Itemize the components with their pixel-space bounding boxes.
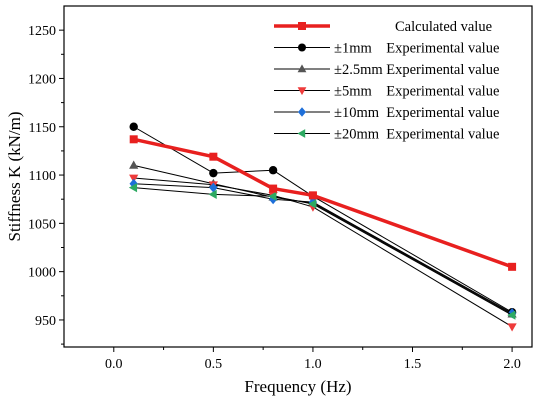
series-line — [133, 183, 513, 314]
marker-circle — [209, 168, 218, 178]
series-group — [128, 122, 517, 332]
marker-triangle-left — [297, 129, 306, 138]
plot-frame — [63, 5, 533, 348]
marker-triangle-left — [308, 199, 317, 209]
marker-circle — [129, 122, 138, 131]
y-tick-label: 1100 — [29, 169, 56, 184]
marker-square — [308, 191, 317, 200]
marker-triangle-up — [297, 64, 307, 73]
legend-group: Calculated value ±1mm Experimental value ±… — [274, 19, 499, 143]
marker-triangle-down — [297, 87, 307, 96]
marker-square — [298, 22, 306, 30]
x-tick-label: 0.0 — [105, 357, 123, 372]
axes-group — [63, 5, 533, 348]
marker-triangle-left — [268, 191, 277, 201]
x-tick-label: 0.5 — [205, 357, 223, 372]
legend-label: ±5mm Experimental value — [334, 84, 499, 100]
y-tick-label: 1250 — [28, 24, 56, 39]
y-tick-label: 1200 — [28, 72, 56, 87]
marker-circle — [268, 166, 278, 175]
marker-circle — [298, 43, 306, 52]
marker-triangle-left — [128, 182, 138, 193]
marker-triangle-up — [129, 160, 139, 169]
y-axis-title: Stiffness K (kN/m) — [5, 111, 24, 241]
x-tick-label: 2.0 — [503, 357, 521, 372]
marker-square — [269, 184, 278, 193]
marker-diamond — [298, 107, 306, 117]
x-tick-label: 1.5 — [404, 357, 422, 372]
x-axis-title: Frequency (Hz) — [244, 377, 351, 396]
series-line — [133, 187, 513, 316]
y-tick-label: 950 — [35, 314, 56, 329]
marker-triangle-left — [208, 189, 217, 199]
y-tick-label: 1000 — [28, 266, 56, 281]
series-line — [133, 164, 513, 315]
series-line — [133, 137, 513, 269]
marker-triangle-down — [129, 174, 139, 183]
legend-label: ±1mm Experimental value — [334, 41, 499, 57]
marker-square — [508, 262, 517, 271]
legend-label: ±20mm Experimental value — [334, 127, 499, 143]
marker-square — [129, 135, 138, 144]
series-line — [133, 126, 513, 313]
marker-triangle-down — [507, 323, 517, 332]
marker-diamond — [209, 182, 218, 193]
y-tick-label: 1150 — [29, 121, 56, 136]
marker-triangle-left — [507, 310, 516, 320]
y-tick-label: 1050 — [28, 217, 56, 232]
ticks-group: 0.0 0.5 1.0 1.5 2.0 950 1000 1050 1100 1150 1200 12… — [28, 24, 521, 372]
x-tick-label: 1.0 — [304, 357, 322, 372]
legend-label: Calculated value — [395, 19, 492, 35]
marker-square — [209, 152, 218, 161]
legend-label: ±2.5mm Experimental value — [334, 62, 499, 78]
legend-label: ±10mm Experimental value — [334, 105, 499, 121]
